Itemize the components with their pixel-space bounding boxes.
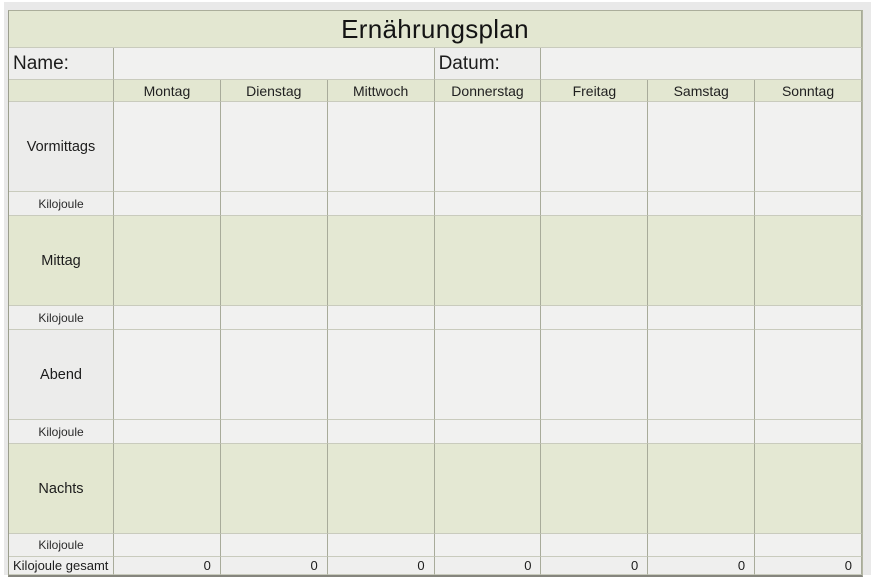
kilojoule-cell[interactable] [648, 420, 756, 444]
kilojoule-cell[interactable] [220, 534, 328, 557]
total-cell[interactable]: 0 [114, 557, 221, 575]
kilojoule-cell[interactable] [327, 534, 435, 557]
meal-label-vormittags: Vormittags [9, 102, 114, 192]
kilojoule-cell[interactable] [114, 420, 221, 444]
kilojoule-cell[interactable] [755, 534, 862, 557]
kilojoule-cell[interactable] [434, 420, 542, 444]
nutrition-plan-table: Ernährungsplan Name: Datum: Montag Diens… [8, 10, 863, 577]
meal-cell[interactable] [220, 330, 328, 420]
kilojoule-cell[interactable] [114, 306, 221, 330]
kilojoule-cell[interactable] [541, 534, 649, 557]
total-label: Kilojoule gesamt [9, 557, 114, 575]
kilojoule-cell[interactable] [114, 192, 221, 216]
meal-cell[interactable] [327, 330, 435, 420]
kilojoule-cell[interactable] [755, 192, 862, 216]
kilojoule-cell[interactable] [220, 192, 328, 216]
day-header-sonntag: Sonntag [755, 80, 862, 102]
kilojoule-cell[interactable] [755, 420, 862, 444]
meal-cell[interactable] [648, 102, 756, 192]
total-cell[interactable]: 0 [434, 557, 542, 575]
total-cell[interactable]: 0 [541, 557, 649, 575]
datum-label: Datum: [434, 48, 542, 80]
meal-cell[interactable] [327, 216, 435, 306]
kilojoule-cell[interactable] [327, 192, 435, 216]
meal-cell[interactable] [327, 444, 435, 534]
meal-cell[interactable] [755, 330, 862, 420]
meal-cell[interactable] [114, 216, 221, 306]
kilojoule-label: Kilojoule [9, 420, 114, 444]
meal-cell[interactable] [541, 216, 649, 306]
kilojoule-cell[interactable] [434, 306, 542, 330]
day-header-spacer [9, 80, 114, 102]
total-cell[interactable]: 0 [220, 557, 328, 575]
name-field[interactable] [114, 48, 435, 80]
kilojoule-cell[interactable] [434, 192, 542, 216]
kilojoule-cell[interactable] [648, 192, 756, 216]
meal-label-abend: Abend [9, 330, 114, 420]
page-background: Ernährungsplan Name: Datum: Montag Diens… [4, 2, 871, 577]
day-header-montag: Montag [114, 80, 221, 102]
day-header-freitag: Freitag [541, 80, 649, 102]
total-cell[interactable]: 0 [648, 557, 756, 575]
meal-cell[interactable] [220, 102, 328, 192]
meal-cell[interactable] [114, 102, 221, 192]
kilojoule-label: Kilojoule [9, 306, 114, 330]
kilojoule-cell[interactable] [541, 306, 649, 330]
meal-cell[interactable] [327, 102, 435, 192]
meal-cell[interactable] [648, 330, 756, 420]
meal-cell[interactable] [648, 444, 756, 534]
meal-cell[interactable] [434, 330, 542, 420]
kilojoule-cell[interactable] [220, 306, 328, 330]
total-cell[interactable]: 0 [327, 557, 435, 575]
meal-cell[interactable] [541, 444, 649, 534]
meal-cell[interactable] [220, 216, 328, 306]
page-title: Ernährungsplan [9, 11, 862, 48]
kilojoule-label: Kilojoule [9, 534, 114, 557]
datum-field[interactable] [541, 48, 862, 80]
meal-cell[interactable] [434, 216, 542, 306]
kilojoule-label: Kilojoule [9, 192, 114, 216]
day-header-dienstag: Dienstag [220, 80, 328, 102]
kilojoule-cell[interactable] [327, 420, 435, 444]
total-cell[interactable]: 0 [755, 557, 862, 575]
kilojoule-cell[interactable] [434, 534, 542, 557]
kilojoule-cell[interactable] [541, 192, 649, 216]
meal-cell[interactable] [541, 330, 649, 420]
day-header-donnerstag: Donnerstag [434, 80, 542, 102]
meal-label-mittag: Mittag [9, 216, 114, 306]
name-label: Name: [9, 48, 114, 80]
meal-cell[interactable] [755, 102, 862, 192]
kilojoule-cell[interactable] [114, 534, 221, 557]
meal-cell[interactable] [541, 102, 649, 192]
day-header-mittwoch: Mittwoch [327, 80, 435, 102]
meal-label-nachts: Nachts [9, 444, 114, 534]
kilojoule-cell[interactable] [755, 306, 862, 330]
kilojoule-cell[interactable] [327, 306, 435, 330]
meal-cell[interactable] [755, 216, 862, 306]
kilojoule-cell[interactable] [541, 420, 649, 444]
kilojoule-cell[interactable] [648, 306, 756, 330]
meal-cell[interactable] [220, 444, 328, 534]
kilojoule-cell[interactable] [648, 534, 756, 557]
meal-cell[interactable] [755, 444, 862, 534]
meal-cell[interactable] [114, 330, 221, 420]
meal-cell[interactable] [114, 444, 221, 534]
meal-cell[interactable] [648, 216, 756, 306]
day-header-samstag: Samstag [648, 80, 756, 102]
meal-cell[interactable] [434, 444, 542, 534]
meal-cell[interactable] [434, 102, 542, 192]
kilojoule-cell[interactable] [220, 420, 328, 444]
